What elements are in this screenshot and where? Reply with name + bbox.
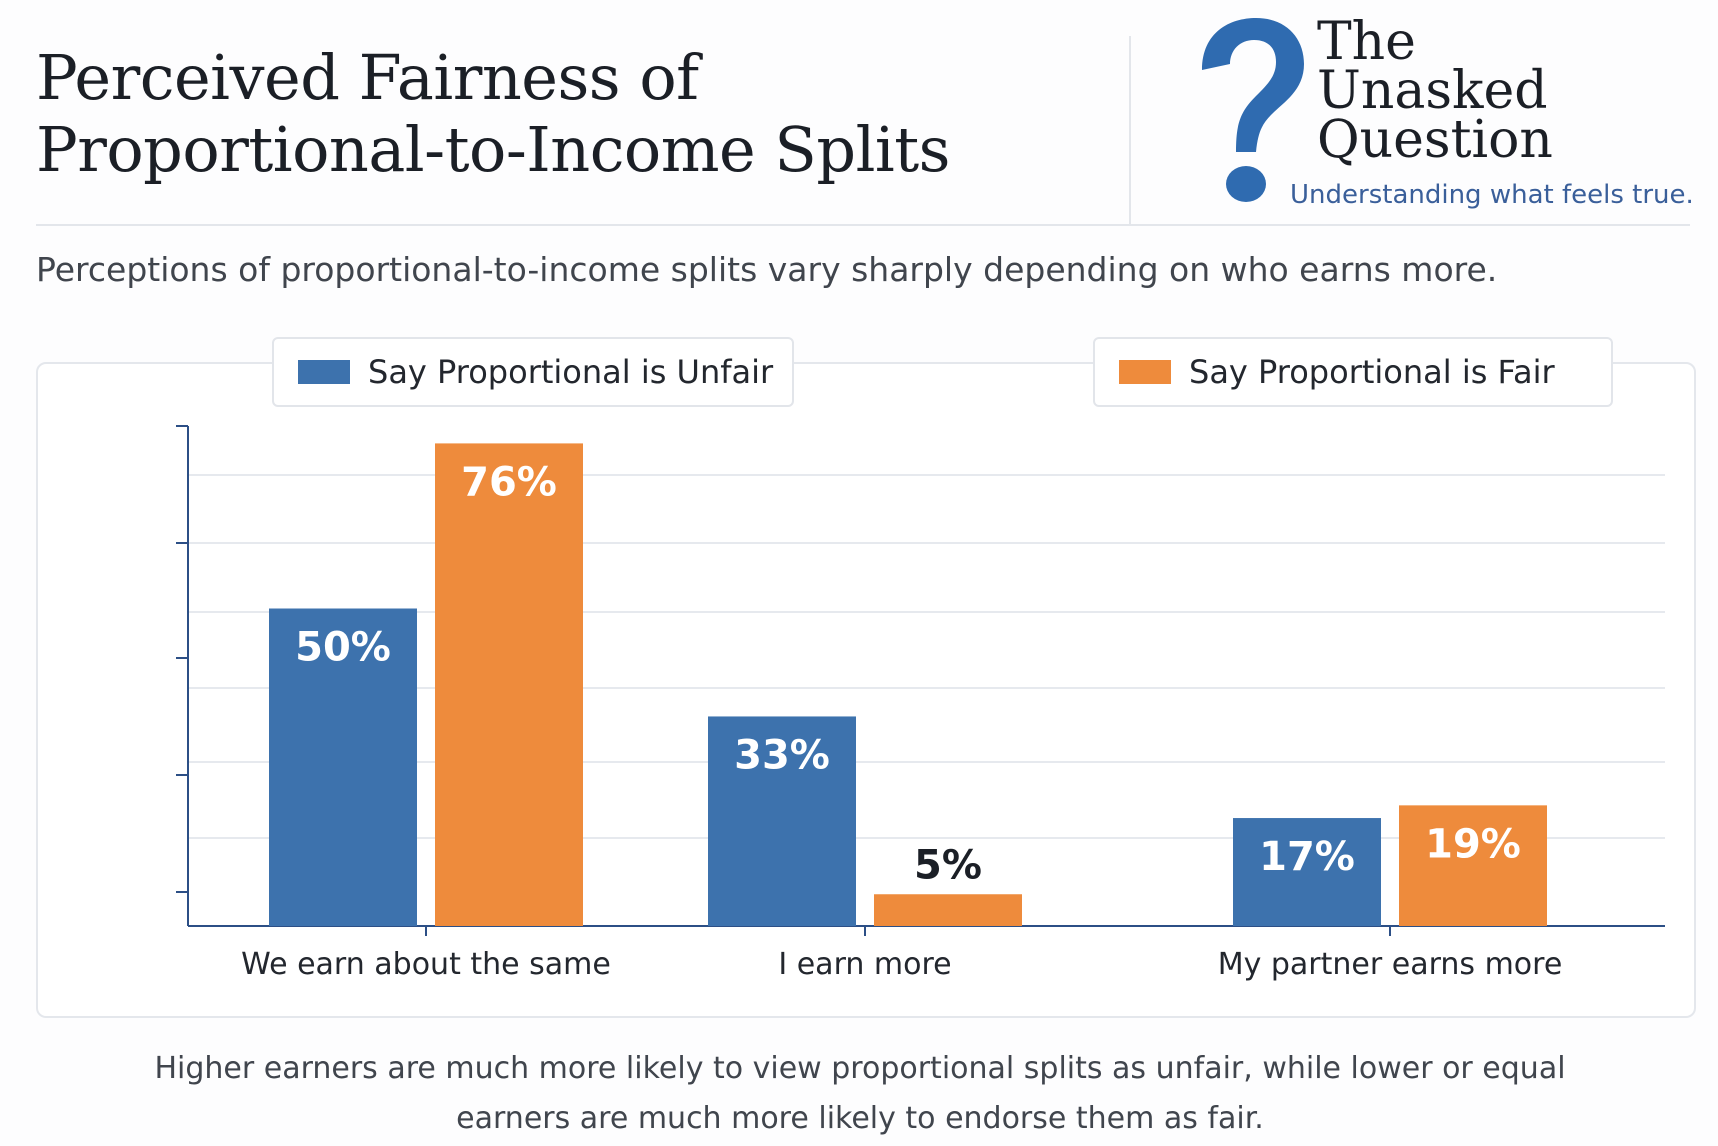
x-tick-label-2: My partner earns more	[1218, 947, 1563, 982]
bar-unfair-2	[1233, 818, 1381, 926]
bar-unfair-0	[269, 608, 417, 926]
page-title: Perceived Fairness of Proportional-to-In…	[36, 41, 951, 186]
bar-fair-1	[874, 894, 1022, 926]
chart-subtitle: Perceptions of proportional-to-income sp…	[36, 250, 1498, 289]
data-label-unfair-0: 50%	[295, 625, 391, 671]
brand-name: The Unasked Question	[1317, 12, 1553, 170]
data-label-unfair-1: 33%	[734, 732, 830, 778]
x-tick-label-0: We earn about the same	[241, 947, 611, 982]
legend-item-unfair: Say Proportional is Unfair	[272, 337, 794, 407]
header-vertical-divider	[1129, 36, 1131, 226]
data-label-unfair-2: 17%	[1259, 834, 1355, 880]
brand-tagline: Understanding what feels true.	[1290, 180, 1694, 210]
question-mark-icon	[1202, 18, 1304, 202]
bar-unfair-1	[708, 716, 856, 926]
legend-swatch-fair	[1119, 360, 1171, 384]
bar-fair-2	[1399, 805, 1547, 926]
legend-item-fair: Say Proportional is Fair	[1093, 337, 1613, 407]
data-label-fair-1: 5%	[914, 842, 982, 888]
x-tick-label-1: I earn more	[778, 947, 951, 982]
title-line-2: Proportional-to-Income Splits	[36, 113, 951, 186]
brand-line-3: Question	[1317, 110, 1553, 170]
data-label-fair-2: 19%	[1425, 821, 1521, 867]
brand-line-2: Unasked	[1317, 61, 1548, 121]
brand-line-1: The	[1317, 12, 1416, 72]
bar-fair-0	[435, 443, 583, 926]
chart-footnote: Higher earners are much more likely to v…	[154, 1051, 1566, 1136]
data-label-fair-0: 76%	[461, 459, 557, 505]
legend-label-fair: Say Proportional is Fair	[1189, 353, 1555, 391]
legend-swatch-unfair	[298, 360, 350, 384]
header-horizontal-divider	[36, 224, 1690, 226]
title-line-1: Perceived Fairness of	[36, 41, 699, 114]
legend-label-unfair: Say Proportional is Unfair	[368, 353, 774, 391]
